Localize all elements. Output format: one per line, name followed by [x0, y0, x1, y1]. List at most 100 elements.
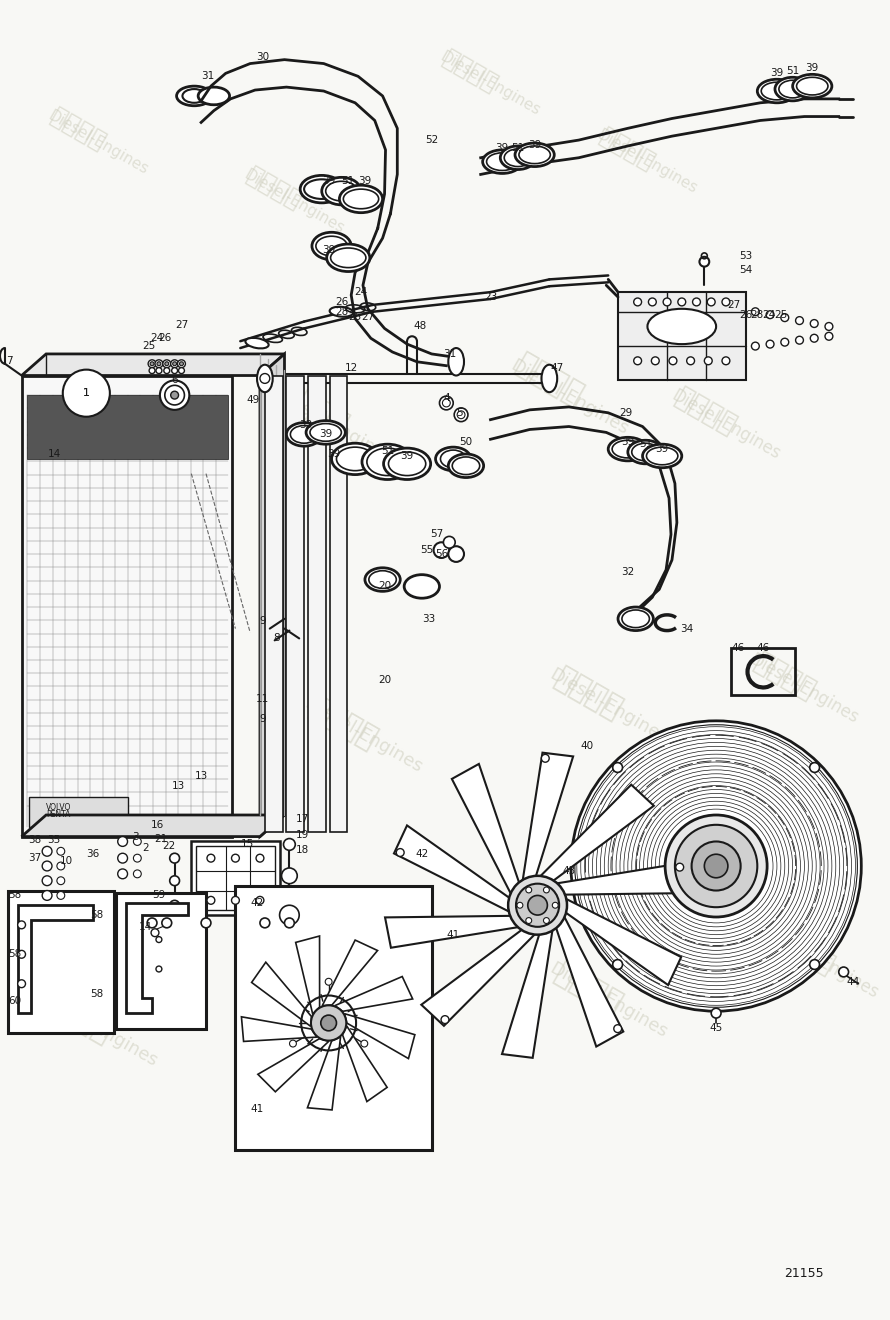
Circle shape [18, 979, 26, 987]
Text: 24: 24 [763, 310, 776, 319]
Circle shape [781, 314, 789, 322]
Circle shape [18, 921, 26, 929]
Circle shape [260, 917, 270, 928]
Bar [265, 375, 282, 832]
Circle shape [57, 876, 65, 884]
Text: Diesel-Engines: Diesel-Engines [546, 960, 670, 1041]
Text: 39: 39 [319, 429, 332, 440]
Ellipse shape [198, 87, 230, 104]
Circle shape [810, 960, 820, 969]
Text: 39: 39 [400, 451, 414, 461]
Ellipse shape [300, 176, 344, 203]
Text: 39: 39 [805, 63, 819, 74]
Text: 53: 53 [739, 251, 752, 261]
Text: 1: 1 [83, 388, 90, 399]
Text: 26: 26 [739, 310, 752, 319]
Ellipse shape [404, 574, 440, 598]
Text: Diesel-Engines: Diesel-Engines [36, 705, 160, 787]
Bar [236, 886, 432, 1151]
Circle shape [156, 937, 162, 942]
Bar [308, 375, 326, 832]
Text: 47: 47 [551, 363, 564, 372]
Text: 11: 11 [256, 694, 270, 705]
Ellipse shape [515, 143, 554, 166]
Text: 30: 30 [256, 51, 270, 62]
Circle shape [151, 929, 159, 937]
Circle shape [284, 838, 295, 850]
Circle shape [173, 362, 176, 366]
Text: 44: 44 [846, 977, 860, 987]
Polygon shape [565, 899, 681, 985]
Ellipse shape [757, 79, 797, 103]
Text: 15: 15 [240, 840, 254, 850]
Text: 2: 2 [142, 843, 149, 853]
Text: 51: 51 [342, 177, 355, 186]
Circle shape [449, 546, 464, 562]
Circle shape [810, 319, 818, 327]
Circle shape [170, 853, 180, 863]
Text: 9: 9 [260, 714, 266, 723]
Circle shape [634, 298, 642, 306]
Polygon shape [539, 784, 654, 882]
Polygon shape [125, 903, 189, 1014]
Circle shape [796, 337, 804, 345]
Text: 4: 4 [443, 393, 449, 403]
Text: 柴发动力: 柴发动力 [769, 923, 840, 979]
Text: 37: 37 [28, 853, 41, 863]
Circle shape [751, 308, 759, 315]
Circle shape [42, 861, 52, 871]
Circle shape [42, 875, 52, 886]
Circle shape [692, 298, 700, 306]
Text: 7: 7 [6, 356, 13, 366]
Circle shape [147, 917, 157, 928]
Circle shape [838, 968, 848, 977]
Circle shape [675, 825, 757, 907]
Text: 46: 46 [756, 643, 770, 653]
Text: 50: 50 [459, 437, 473, 447]
Circle shape [360, 1040, 368, 1047]
Text: 51: 51 [512, 143, 524, 153]
Ellipse shape [643, 445, 682, 467]
Ellipse shape [618, 607, 653, 631]
Polygon shape [344, 1014, 415, 1059]
Ellipse shape [500, 147, 536, 169]
Text: VOLVO: VOLVO [46, 803, 71, 812]
Circle shape [156, 368, 162, 374]
Text: 10: 10 [61, 857, 73, 866]
Text: 5: 5 [456, 408, 463, 418]
Text: 58: 58 [91, 989, 104, 998]
Text: 13: 13 [195, 771, 207, 780]
Circle shape [711, 1008, 721, 1018]
Circle shape [676, 863, 684, 871]
Circle shape [722, 356, 730, 364]
Circle shape [526, 887, 531, 892]
Polygon shape [258, 1039, 328, 1092]
Text: Diesel-Engines: Diesel-Engines [45, 412, 150, 482]
Circle shape [160, 380, 190, 409]
Text: 24: 24 [150, 333, 164, 343]
Circle shape [42, 891, 52, 900]
Polygon shape [322, 940, 377, 1006]
Circle shape [164, 368, 170, 374]
Circle shape [766, 341, 774, 348]
Circle shape [553, 903, 558, 908]
Text: 51: 51 [639, 440, 652, 449]
Text: 16: 16 [150, 820, 164, 830]
Text: 39: 39 [359, 177, 371, 186]
Ellipse shape [435, 447, 471, 471]
Circle shape [163, 360, 171, 368]
Polygon shape [421, 929, 536, 1026]
Polygon shape [241, 1016, 317, 1041]
Text: 柴发动力: 柴发动力 [749, 648, 821, 705]
Text: 39: 39 [322, 177, 336, 186]
Text: 柴发动力: 柴发动力 [275, 379, 352, 441]
Circle shape [687, 356, 694, 364]
Text: 柴发动力: 柴发动力 [40, 987, 117, 1048]
Ellipse shape [362, 445, 413, 479]
Ellipse shape [384, 447, 431, 479]
Text: 35: 35 [47, 834, 61, 845]
Circle shape [134, 838, 142, 845]
Text: 58: 58 [8, 891, 21, 900]
Polygon shape [394, 825, 510, 912]
Text: 32: 32 [621, 566, 635, 577]
